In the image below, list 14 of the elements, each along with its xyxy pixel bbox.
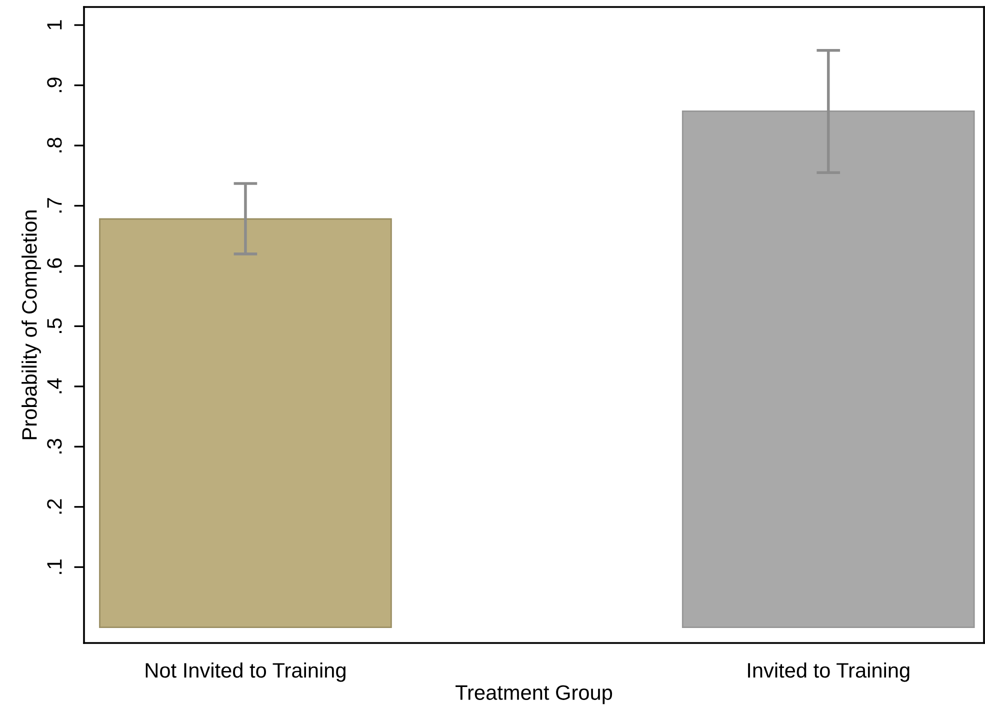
y-tick-label: .7 <box>47 198 62 213</box>
y-tick-label: .9 <box>47 78 62 92</box>
y-tick-label: .5 <box>47 318 62 333</box>
y-tick-label: .3 <box>47 438 62 454</box>
y-tick-label: .6 <box>47 258 62 273</box>
y-tick-label: 1 <box>47 20 62 30</box>
y-tick-label: .4 <box>47 378 62 394</box>
y-tick-label: .2 <box>47 499 62 514</box>
x-tick-label: Not Invited to Training <box>146 662 346 682</box>
y-tick-label: .1 <box>47 559 62 574</box>
x-axis-title: Treatment Group <box>456 685 612 704</box>
x-tick-label: Invited to Training <box>748 662 910 682</box>
y-axis-title: Probability of Completion <box>22 210 41 440</box>
y-tick-label: .8 <box>47 138 62 152</box>
